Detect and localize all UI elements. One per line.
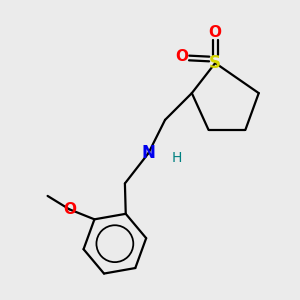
Text: N: N [141, 144, 155, 162]
Text: O: O [209, 26, 222, 40]
Text: O: O [63, 202, 76, 217]
Text: S: S [209, 54, 221, 72]
Text: H: H [172, 152, 182, 165]
Text: O: O [175, 49, 188, 64]
